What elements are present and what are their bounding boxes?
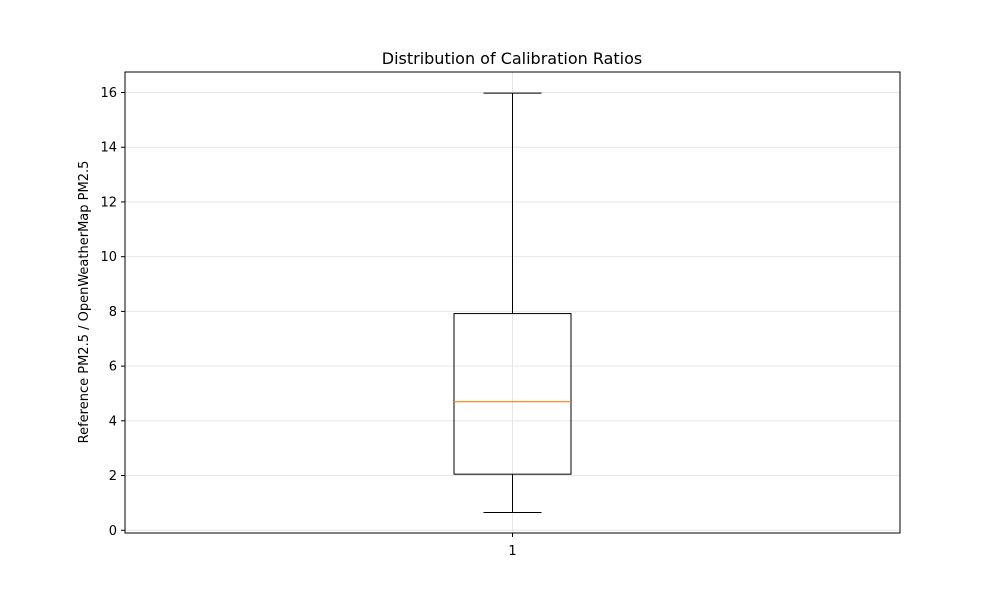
y-tick-label: 12 <box>100 195 117 210</box>
y-tick-label: 16 <box>100 86 117 101</box>
box-series <box>453 92 572 513</box>
y-tick-label: 14 <box>100 141 117 156</box>
y-axis: 0 2 4 6 8 10 12 14 16 <box>100 86 125 539</box>
y-tick-label: 4 <box>109 414 117 429</box>
y-tick-label: 10 <box>100 250 117 265</box>
y-tick-label: 0 <box>109 524 117 539</box>
y-tick-label: 2 <box>109 469 117 484</box>
x-tick-label: 1 <box>508 544 516 559</box>
y-tick-label: 6 <box>109 360 117 375</box>
chart-title: Distribution of Calibration Ratios <box>382 49 643 68</box>
y-tick-label: 8 <box>109 305 117 320</box>
iqr-box <box>453 313 572 475</box>
x-axis: 1 <box>508 533 517 559</box>
y-axis-label: Reference PM2.5 / OpenWeatherMap PM2.5 <box>77 161 92 444</box>
